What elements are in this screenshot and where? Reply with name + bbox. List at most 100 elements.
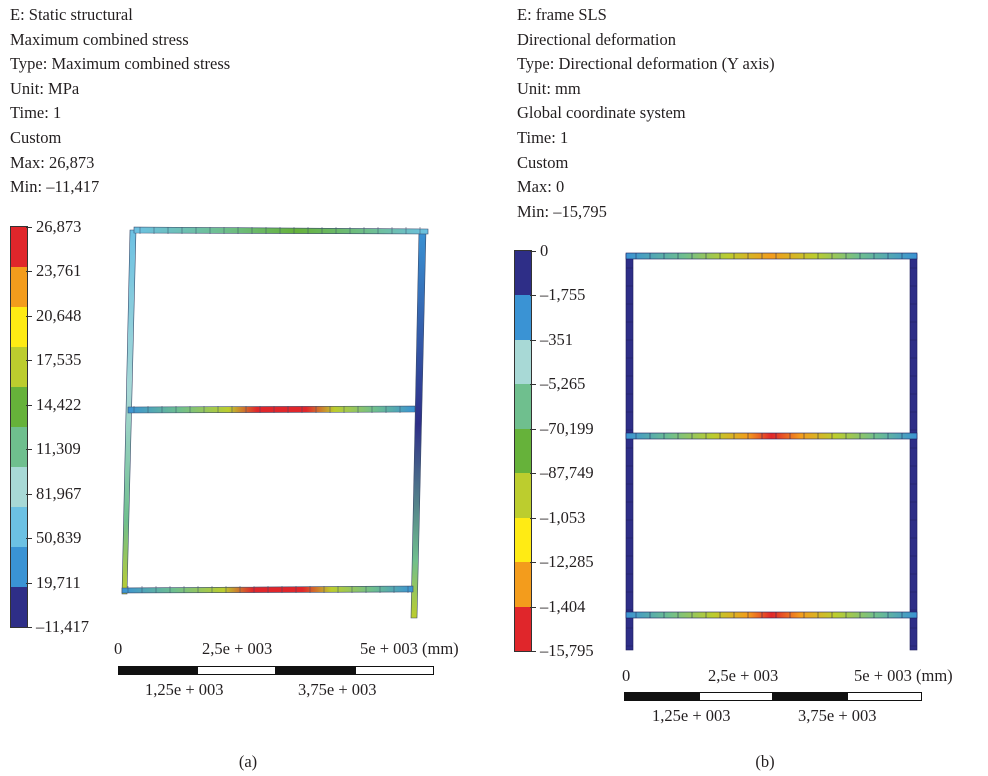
right-column bbox=[909, 253, 918, 651]
legend-color-segment bbox=[11, 587, 27, 627]
scale-end-label: 5e + 003 (mm) bbox=[854, 666, 953, 685]
legend-label: –11,417 bbox=[36, 617, 90, 636]
legend-tick bbox=[26, 315, 32, 317]
legend-tick bbox=[530, 384, 536, 386]
scale-segment bbox=[197, 666, 276, 675]
header-line: Unit: mm bbox=[517, 78, 581, 98]
legend-label: 0 bbox=[540, 241, 549, 260]
panel-a-stress-plot: E: Static structural Maximum combined st… bbox=[0, 0, 490, 776]
scale-q3-label: 3,75e + 003 bbox=[298, 680, 377, 699]
legend-label: 19,711 bbox=[36, 572, 81, 592]
legend-color-segment bbox=[11, 427, 27, 467]
legend-color-segment bbox=[11, 507, 27, 547]
legend-label: –87,749 bbox=[540, 463, 594, 483]
header-line: Max: 26,873 bbox=[10, 152, 95, 172]
left-column bbox=[625, 253, 634, 651]
legend-label: –1,404 bbox=[540, 596, 586, 616]
header-line: Directional deformation bbox=[517, 29, 676, 49]
right-column bbox=[410, 229, 427, 619]
lower-beam bbox=[121, 585, 414, 594]
scale-zero-label: 0 bbox=[622, 666, 631, 685]
legend-tick bbox=[530, 295, 536, 297]
frame-b-structure bbox=[625, 252, 918, 651]
legend-label: 26,873 bbox=[36, 217, 82, 236]
legend-color-segment bbox=[515, 517, 531, 563]
scale-zero-label: 0 bbox=[114, 639, 123, 658]
legend-tick bbox=[26, 227, 32, 228]
scale-segment bbox=[355, 666, 434, 675]
middle-beam bbox=[127, 405, 416, 414]
legend-color-segment bbox=[11, 307, 27, 347]
legend-label: –12,285 bbox=[540, 552, 594, 572]
legend-color-segment bbox=[515, 473, 531, 518]
legend-tick bbox=[530, 651, 536, 652]
legend-color-bar bbox=[514, 250, 532, 652]
legend-color-segment bbox=[515, 606, 531, 651]
legend-color-segment bbox=[515, 339, 531, 385]
header-line: Time: 1 bbox=[517, 127, 569, 147]
frame-a-structure bbox=[121, 226, 429, 619]
scale-q3-label: 3,75e + 003 bbox=[798, 706, 877, 725]
scale-mid-label: 2,5e + 003 bbox=[202, 639, 273, 658]
legend-color-segment bbox=[515, 295, 531, 340]
legend-label: 50,839 bbox=[36, 528, 82, 548]
header-line: Global coordinate system bbox=[517, 103, 686, 123]
panel-b-deformation-plot: E: frame SLS Directional deformation Typ… bbox=[494, 0, 988, 776]
legend-label: 20,648 bbox=[36, 305, 82, 325]
middle-beam bbox=[625, 432, 918, 440]
legend-tick bbox=[530, 606, 536, 608]
legend-label: 23,761 bbox=[36, 261, 82, 281]
scale-segment bbox=[699, 692, 773, 701]
legend-label: –70,199 bbox=[540, 418, 594, 438]
scale-bar-b: 0 2,5e + 003 5e + 003 (mm) 1,25e + 003 3… bbox=[618, 662, 988, 732]
legend-tick bbox=[530, 251, 536, 252]
legend-label: 17,535 bbox=[36, 350, 82, 370]
scale-bar-a: 0 2,5e + 003 5e + 003 (mm) 1,25e + 003 3… bbox=[110, 636, 490, 706]
scale-mid-label: 2,5e + 003 bbox=[708, 666, 779, 685]
legend-color-segment bbox=[11, 227, 27, 267]
legend-label: 14,422 bbox=[36, 394, 82, 414]
legend-color-segment bbox=[515, 384, 531, 429]
scale-segment bbox=[276, 666, 355, 675]
header-line: Type: Maximum combined stress bbox=[10, 54, 231, 74]
legend-tick bbox=[26, 582, 32, 584]
legend-label: –5,265 bbox=[540, 374, 586, 394]
legend-tick bbox=[26, 449, 32, 451]
legend-tick bbox=[26, 627, 32, 628]
scale-q1-label: 1,25e + 003 bbox=[145, 680, 224, 699]
scale-segment bbox=[624, 692, 699, 701]
legend-tick bbox=[530, 339, 536, 341]
header-line: Max: 0 bbox=[517, 177, 565, 197]
scale-q1-label: 1,25e + 003 bbox=[652, 706, 731, 725]
legend-tick bbox=[26, 538, 32, 540]
roof-beam bbox=[133, 226, 429, 235]
roof-beam bbox=[625, 252, 918, 260]
panel-a-header: E: Static structural Maximum combined st… bbox=[10, 3, 230, 200]
legend-color-segment bbox=[515, 562, 531, 607]
legend-tick bbox=[530, 562, 536, 564]
legend-label: 11,309 bbox=[36, 439, 81, 459]
legend-label: –15,795 bbox=[540, 641, 594, 660]
caption-a: (a) bbox=[238, 752, 258, 771]
legend-color-segment bbox=[11, 387, 27, 427]
legend-tick bbox=[26, 493, 32, 495]
legend-tick bbox=[530, 517, 536, 519]
legend-color-segment bbox=[11, 267, 27, 307]
header-line: Type: Directional deformation (Y axis) bbox=[517, 54, 775, 74]
legend-color-segment bbox=[11, 547, 27, 587]
legend-label: –1,755 bbox=[540, 285, 586, 305]
legend-color-segment bbox=[515, 428, 531, 474]
header-line: Min: –15,795 bbox=[517, 201, 607, 221]
caption-b: (b) bbox=[755, 752, 775, 771]
header-line: Time: 1 bbox=[10, 103, 62, 123]
header-line: Custom bbox=[517, 152, 569, 172]
legend-color-segment bbox=[515, 251, 531, 296]
header-line: Maximum combined stress bbox=[10, 29, 189, 49]
panel-b-header: E: frame SLS Directional deformation Typ… bbox=[517, 3, 775, 224]
scale-segment bbox=[847, 692, 922, 701]
legend-label: –351 bbox=[540, 329, 573, 349]
legend-tick bbox=[26, 360, 32, 362]
legend-color-segment bbox=[11, 347, 27, 387]
legend-tick bbox=[26, 404, 32, 406]
scale-end-label: 5e + 003 (mm) bbox=[360, 639, 459, 658]
